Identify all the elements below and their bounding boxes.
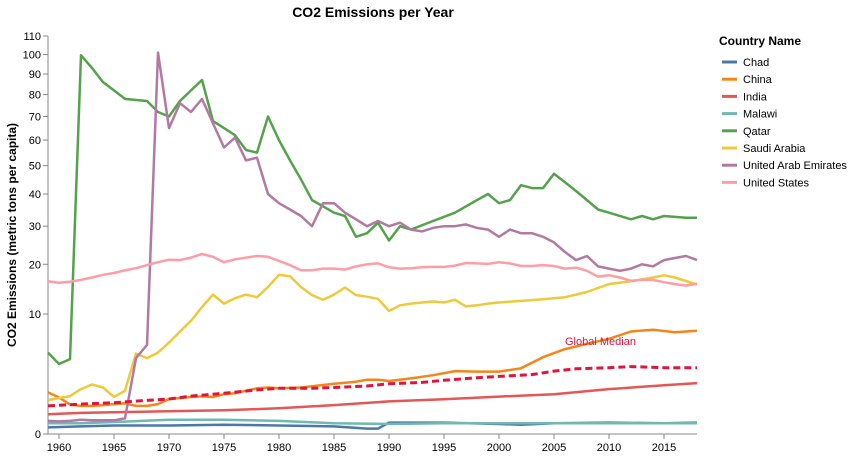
series-layer (47, 51, 698, 430)
legend: Country Name Chad China India Malawi Qatar Sa… (719, 34, 847, 189)
y-axis: 0 10 20 30 40 50 60 70 80 90 100 110 (23, 31, 49, 441)
legend-label-india: India (743, 91, 768, 103)
y-tick-label: 0 (35, 429, 41, 441)
global-median-label: Global Median (565, 336, 636, 348)
series-line-malawi (48, 418, 697, 426)
global-median-line (47, 365, 697, 408)
x-tick-label: 1970 (157, 442, 181, 454)
y-tick-label: 10 (29, 309, 41, 321)
y-axis-title: CO2 Emissions (metric tons per capita) (5, 123, 19, 347)
series-line-saudi-arabia (47, 273, 698, 402)
x-tick-label: 2005 (542, 442, 566, 454)
legend-label-united-states: United States (743, 177, 810, 189)
y-tick-label: 20 (29, 259, 41, 271)
median-layer: Global Median (47, 336, 697, 408)
x-tick-label: 1965 (102, 442, 126, 454)
y-tick-label: 40 (29, 189, 41, 201)
x-tick-label: 1975 (212, 442, 236, 454)
y-tick-label: 80 (29, 90, 41, 102)
y-tick-label: 50 (29, 161, 41, 173)
x-tick-label: 1990 (377, 442, 401, 454)
y-tick-label: 110 (23, 31, 41, 43)
y-tick-label: 30 (29, 221, 41, 233)
y-tick-label: 100 (23, 50, 41, 62)
legend-label-qatar: Qatar (743, 126, 771, 138)
x-axis: 1960 1965 1970 1975 1980 1985 1990 1995 2000 2005… (47, 433, 697, 454)
legend-label-malawi: Malawi (743, 109, 777, 121)
legend-label-chad: Chad (743, 57, 769, 69)
x-tick-label: 1980 (267, 442, 291, 454)
y-tick-label: 90 (29, 69, 41, 81)
series-line-qatar (47, 54, 697, 366)
chart-title: CO2 Emissions per Year (292, 4, 454, 20)
series-line-united-states (47, 252, 698, 287)
legend-label-united-arab-emirates: United Arab Emirates (743, 160, 847, 172)
x-tick-label: 2010 (597, 442, 621, 454)
legend-label-china: China (743, 74, 773, 86)
legend-label-saudi-arabia: Saudi Arabia (743, 143, 806, 155)
series-line-india (47, 381, 698, 416)
x-tick-label: 1995 (432, 442, 456, 454)
series-line-united-arab-emirates (47, 51, 698, 423)
y-tick-label: 70 (29, 112, 41, 124)
legend-title: Country Name (719, 34, 801, 48)
x-tick-label: 2015 (652, 442, 676, 454)
x-tick-label: 2000 (487, 442, 511, 454)
x-tick-label: 1985 (322, 442, 346, 454)
x-tick-label: 1960 (47, 442, 71, 454)
y-tick-label: 60 (29, 135, 41, 147)
